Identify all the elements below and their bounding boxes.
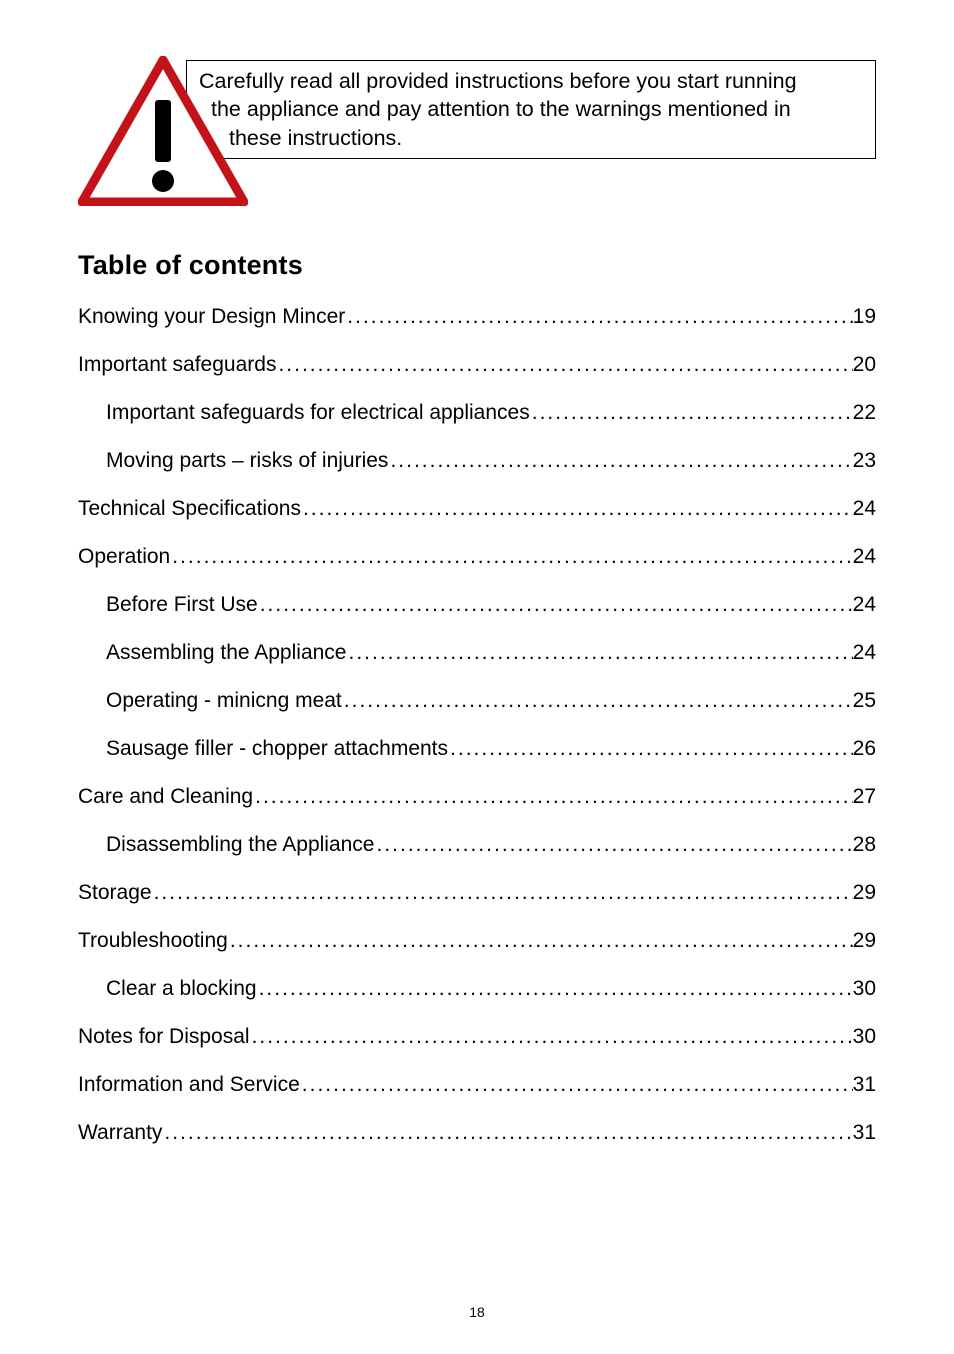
toc-row: Notes for Disposal 30 bbox=[78, 1025, 876, 1049]
table-of-contents: Knowing your Design Mincer 19 Important sa… bbox=[78, 305, 876, 1145]
toc-label: Troubleshooting bbox=[78, 929, 228, 953]
toc-leader-dots bbox=[258, 593, 853, 617]
toc-label: Technical Specifications bbox=[78, 497, 301, 521]
toc-row: Clear a blocking 30 bbox=[78, 977, 876, 1001]
exclamation-bar bbox=[155, 100, 171, 162]
toc-label: Warranty bbox=[78, 1121, 162, 1145]
toc-row: Information and Service 31 bbox=[78, 1073, 876, 1097]
toc-row: Important safeguards for electrical appl… bbox=[78, 401, 876, 425]
toc-page-number: 27 bbox=[853, 785, 876, 809]
toc-page-number: 24 bbox=[853, 593, 876, 617]
toc-leader-dots bbox=[347, 641, 853, 665]
toc-page-number: 31 bbox=[853, 1073, 876, 1097]
toc-label: Important safeguards for electrical appl… bbox=[106, 401, 530, 425]
toc-page-number: 24 bbox=[853, 497, 876, 521]
toc-row: Storage 29 bbox=[78, 881, 876, 905]
toc-leader-dots bbox=[388, 449, 852, 473]
toc-page-number: 23 bbox=[853, 449, 876, 473]
toc-row: Technical Specifications 24 bbox=[78, 497, 876, 521]
toc-leader-dots bbox=[342, 689, 853, 713]
toc-row: Important safeguards 20 bbox=[78, 353, 876, 377]
document-page: Carefully read all provided instructions… bbox=[0, 0, 954, 1145]
toc-leader-dots bbox=[448, 737, 853, 761]
toc-label: Notes for Disposal bbox=[78, 1025, 250, 1049]
toc-leader-dots bbox=[257, 977, 853, 1001]
toc-leader-dots bbox=[152, 881, 853, 905]
toc-label: Important safeguards bbox=[78, 353, 276, 377]
toc-leader-dots bbox=[345, 305, 852, 329]
toc-page-number: 25 bbox=[853, 689, 876, 713]
toc-page-number: 31 bbox=[853, 1121, 876, 1145]
toc-label: Knowing your Design Mincer bbox=[78, 305, 345, 329]
toc-page-number: 24 bbox=[853, 641, 876, 665]
toc-label: Clear a blocking bbox=[106, 977, 257, 1001]
warning-line-3: these instructions. bbox=[199, 124, 865, 152]
toc-row: Before First Use 24 bbox=[78, 593, 876, 617]
exclamation-dot bbox=[152, 170, 174, 192]
toc-page-number: 24 bbox=[853, 545, 876, 569]
toc-leader-dots bbox=[250, 1025, 853, 1049]
toc-page-number: 29 bbox=[853, 881, 876, 905]
toc-page-number: 30 bbox=[853, 1025, 876, 1049]
toc-leader-dots bbox=[300, 1073, 853, 1097]
toc-row: Troubleshooting 29 bbox=[78, 929, 876, 953]
toc-row: Care and Cleaning 27 bbox=[78, 785, 876, 809]
toc-label: Assembling the Appliance bbox=[106, 641, 347, 665]
toc-page-number: 26 bbox=[853, 737, 876, 761]
toc-page-number: 29 bbox=[853, 929, 876, 953]
toc-label: Disassembling the Appliance bbox=[106, 833, 375, 857]
toc-page-number: 19 bbox=[853, 305, 876, 329]
toc-label: Before First Use bbox=[106, 593, 258, 617]
warning-triangle-icon bbox=[78, 56, 248, 206]
toc-page-number: 28 bbox=[853, 833, 876, 857]
toc-leader-dots bbox=[162, 1121, 852, 1145]
toc-leader-dots bbox=[375, 833, 853, 857]
toc-label: Storage bbox=[78, 881, 152, 905]
warning-line-1: Carefully read all provided instructions… bbox=[199, 67, 865, 95]
warning-line-2: the appliance and pay attention to the w… bbox=[199, 95, 865, 123]
toc-row: Knowing your Design Mincer 19 bbox=[78, 305, 876, 329]
toc-row: Moving parts – risks of injuries 23 bbox=[78, 449, 876, 473]
toc-leader-dots bbox=[530, 401, 853, 425]
toc-heading: Table of contents bbox=[78, 250, 876, 281]
toc-label: Operation bbox=[78, 545, 170, 569]
toc-leader-dots bbox=[253, 785, 853, 809]
toc-label: Care and Cleaning bbox=[78, 785, 253, 809]
page-number: 18 bbox=[0, 1304, 954, 1320]
toc-label: Sausage filler - chopper attachments bbox=[106, 737, 448, 761]
toc-label: Information and Service bbox=[78, 1073, 300, 1097]
toc-page-number: 30 bbox=[853, 977, 876, 1001]
toc-label: Operating - minicng meat bbox=[106, 689, 342, 713]
toc-row: Disassembling the Appliance 28 bbox=[78, 833, 876, 857]
toc-row: Operation 24 bbox=[78, 545, 876, 569]
toc-leader-dots bbox=[301, 497, 853, 521]
toc-leader-dots bbox=[276, 353, 852, 377]
toc-leader-dots bbox=[170, 545, 852, 569]
warning-block: Carefully read all provided instructions… bbox=[78, 60, 876, 220]
toc-row: Warranty 31 bbox=[78, 1121, 876, 1145]
toc-leader-dots bbox=[228, 929, 853, 953]
toc-row: Operating - minicng meat 25 bbox=[78, 689, 876, 713]
toc-page-number: 22 bbox=[853, 401, 876, 425]
toc-row: Sausage filler - chopper attachments 26 bbox=[78, 737, 876, 761]
warning-text-box: Carefully read all provided instructions… bbox=[186, 60, 876, 159]
toc-label: Moving parts – risks of injuries bbox=[106, 449, 388, 473]
toc-row: Assembling the Appliance 24 bbox=[78, 641, 876, 665]
toc-page-number: 20 bbox=[853, 353, 876, 377]
